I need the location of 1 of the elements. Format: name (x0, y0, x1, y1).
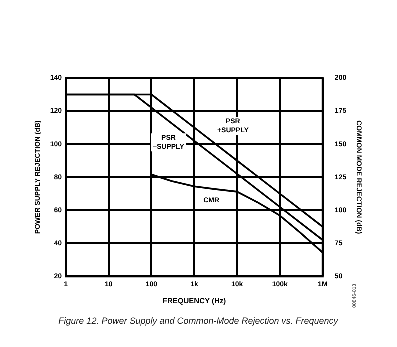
caption: Figure 12. Power Supply and Common-Mode Rejection vs. Frequency (58, 316, 340, 326)
